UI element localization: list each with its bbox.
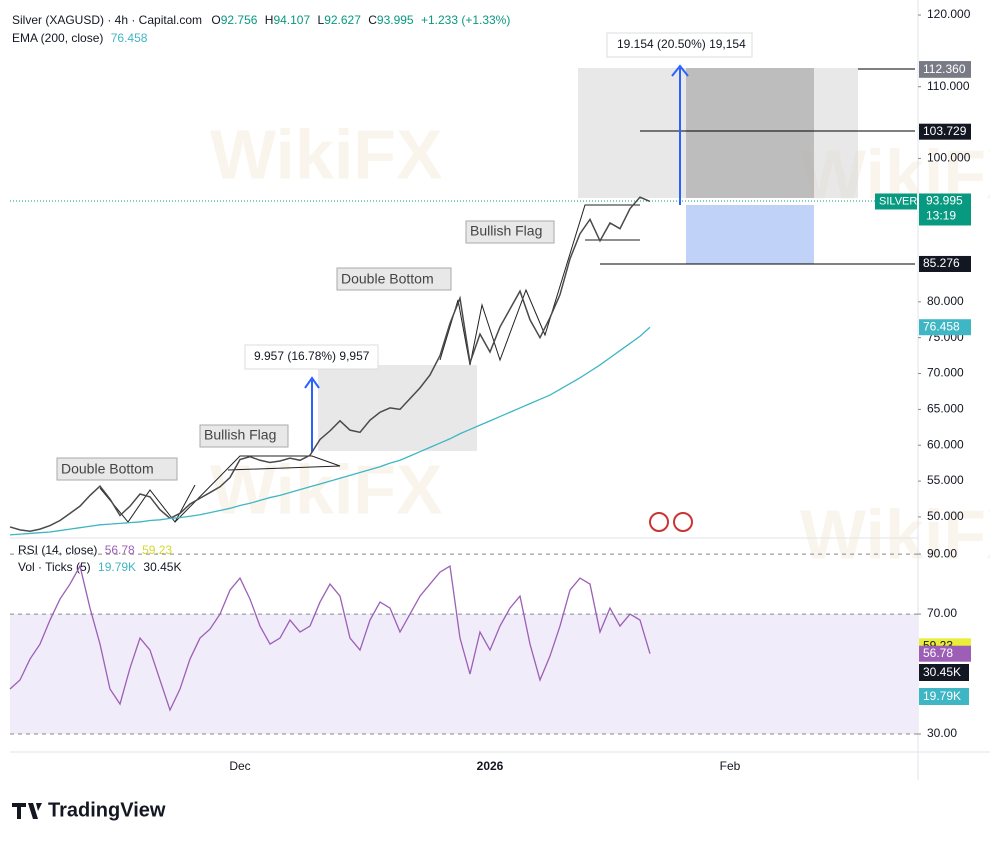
ohlc-label: O — [211, 13, 220, 27]
flag-line — [174, 455, 341, 523]
y-tick-label: 100.000 — [927, 151, 971, 165]
arrow-head — [304, 376, 320, 389]
watermark-text: WikiFX — [800, 495, 990, 573]
legend-text: RSI (14, close) 56.78 59.23 — [18, 543, 172, 557]
volume-badge-text: 19.79K — [923, 689, 961, 703]
ohlc-value: 92.756 — [221, 13, 258, 27]
y-tick-label: 90.00 — [927, 546, 957, 560]
indicator-value: 56.78 — [105, 543, 135, 557]
symbol: Silver (XAGUSD) · 4h · Capital.com — [12, 13, 202, 27]
y-tick-label: 65.000 — [927, 402, 964, 416]
indicator-value: 30.45K — [143, 560, 181, 574]
event-icon — [673, 512, 693, 532]
pattern-line — [99, 484, 196, 523]
stop-box — [686, 205, 814, 264]
legend-text: Silver (XAGUSD) · 4h · Capital.com O92.7… — [12, 13, 510, 27]
y-tick-label: 30.00 — [927, 726, 957, 740]
indicator-name: EMA (200, close) — [12, 31, 103, 45]
arrow-head — [671, 64, 689, 77]
watermark-text: WikiFX — [210, 450, 443, 528]
price-badge — [919, 61, 971, 78]
ohlc-value: 94.107 — [273, 13, 310, 27]
legend-text: Vol · Ticks (5) 19.79K 30.45K — [18, 560, 181, 574]
indicator-name: Vol · Ticks (5) — [18, 560, 91, 574]
brand: TradingView — [48, 799, 166, 821]
y-tick-label: 70.000 — [927, 366, 964, 380]
logo-icon — [12, 803, 42, 819]
drawings: Double Bottom Bullish Flag Double Bottom… — [10, 32, 918, 532]
symbol-tag — [875, 193, 917, 210]
ohlc-value: 92.627 — [324, 13, 361, 27]
footer-logo: TradingView — [12, 799, 166, 821]
annotation-box — [465, 220, 555, 244]
annotation-box — [56, 457, 178, 481]
series-line — [9, 196, 651, 533]
watermark: WikiFX WikiFX WikiFX WikiFX — [210, 115, 990, 573]
price-badge-text: 56.78 — [923, 646, 953, 660]
annotation: Double Bottom — [61, 461, 154, 477]
y-tick-label: 55.000 — [927, 473, 964, 487]
measure-label: 19.154 (20.50%) 19,154 — [617, 37, 746, 51]
price-badge-text: 85.276 — [923, 256, 960, 270]
ohlc-label: H — [265, 13, 274, 27]
change: +1.233 (+1.33%) — [421, 13, 510, 27]
measure-label: 9.957 (16.78%) 9,957 — [254, 349, 370, 363]
legend-text: EMA (200, close) 76.458 — [12, 31, 148, 45]
measure-label-box — [606, 32, 753, 58]
last-price-text: 93.995 — [926, 194, 963, 208]
ohlc-value: 93.995 — [377, 13, 414, 27]
y-tick-label: 80.000 — [927, 294, 964, 308]
x-tick-label: Feb — [720, 759, 741, 773]
volume-badge — [919, 664, 969, 681]
rsi-band — [10, 614, 918, 735]
symbol-tag-text: SILVER — [879, 195, 917, 207]
y-tick-label: 120.000 — [927, 7, 971, 21]
annotation: Bullish Flag — [204, 427, 276, 443]
annotation-box — [336, 267, 452, 291]
price-badge — [919, 319, 971, 336]
y-tick-label: 50.000 — [927, 509, 964, 523]
x-tick-label: Dec — [229, 759, 250, 773]
target-box — [686, 68, 814, 198]
y-tick-label: 70.00 — [927, 606, 957, 620]
price-badge-text: 76.458 — [923, 319, 960, 333]
watermark-text: WikiFX — [210, 115, 443, 193]
series-line — [9, 326, 651, 536]
last-price-badge — [919, 193, 971, 226]
annotation: Bullish Flag — [470, 223, 542, 239]
ohlc-label: C — [368, 13, 377, 27]
measure-label-box — [244, 344, 379, 370]
ohlc-label: L — [318, 13, 325, 27]
y-tick-label: 60.000 — [927, 437, 964, 451]
price-badge-text: 103.729 — [923, 124, 967, 138]
countdown-text: 13:19 — [926, 209, 956, 223]
indicator-value: 59.23 — [142, 543, 172, 557]
indicator-value: 76.458 — [111, 31, 148, 45]
pattern-line — [439, 204, 640, 366]
event-icon — [649, 512, 669, 532]
volume-badge-text: 30.45K — [923, 665, 961, 679]
price-badge-text: 112.360 — [923, 62, 966, 76]
series-line — [9, 564, 651, 712]
annotation: Double Bottom — [341, 271, 434, 287]
volume-badge — [919, 688, 969, 705]
price-badge — [919, 256, 971, 273]
price-badge — [919, 645, 971, 662]
x-tick-label: 2026 — [477, 759, 504, 773]
projection-box — [318, 365, 477, 451]
indicator-value: 19.79K — [98, 560, 136, 574]
y-tick-label: 110.000 — [927, 79, 970, 93]
indicator-name: RSI (14, close) — [18, 543, 97, 557]
annotation-box — [199, 424, 289, 448]
price-badge — [919, 123, 971, 140]
